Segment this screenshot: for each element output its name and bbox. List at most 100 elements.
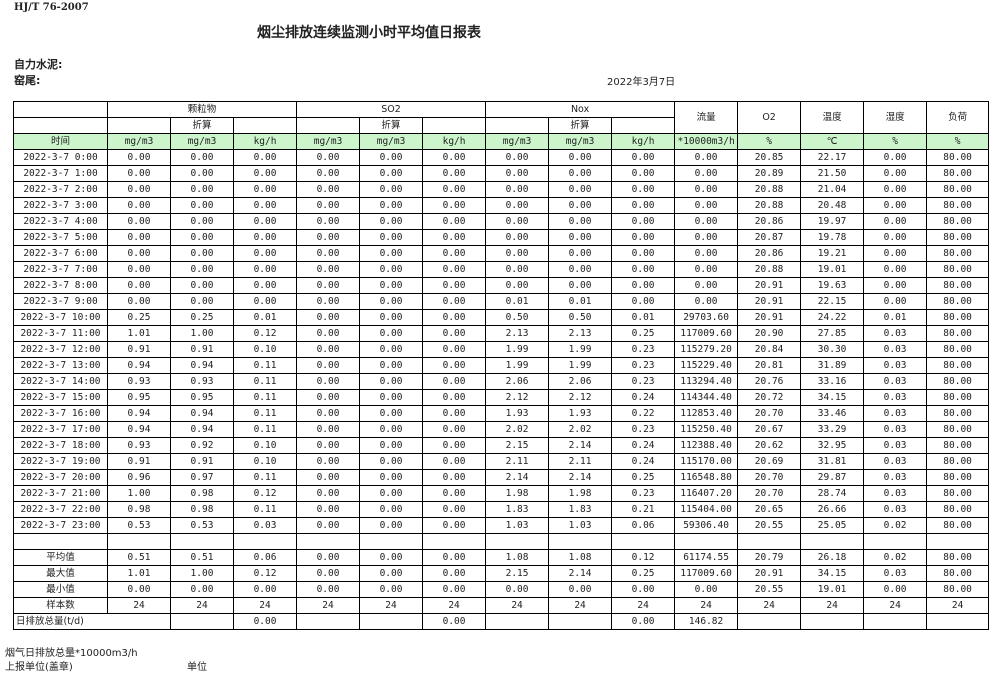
table-cell — [422, 533, 487, 550]
table-cell — [170, 533, 234, 550]
table-cell: 0.00 — [422, 373, 487, 390]
table-cell: 0.00 — [170, 581, 234, 598]
row-label: 2022-3-7 0:00 — [13, 149, 108, 166]
table-cell: 0.00 — [296, 229, 361, 246]
table-cell: 80.00 — [926, 165, 990, 182]
table-cell: 0.00 — [359, 197, 424, 214]
table-cell: 0.00 — [359, 261, 424, 278]
table-cell: 20.62 — [737, 437, 802, 454]
table-cell: 33.29 — [800, 421, 865, 438]
table-cell: 115279.20 — [674, 341, 739, 358]
table-cell: 80.00 — [926, 405, 990, 422]
table-cell: 2.13 — [485, 325, 550, 342]
table-cell: 20.79 — [737, 549, 802, 566]
row-label: 2022-3-7 14:00 — [13, 373, 108, 390]
table-cell: 0.00 — [232, 581, 298, 598]
table-cell: 0.00 — [232, 165, 298, 182]
table-cell: 115250.40 — [674, 421, 739, 438]
group-temp: 温度 — [800, 101, 865, 134]
table-cell: 0.25 — [107, 309, 171, 326]
table-cell: 27.85 — [800, 325, 865, 342]
table-cell: 0.00 — [107, 197, 171, 214]
table-cell — [485, 533, 550, 550]
table-cell: 0.00 — [548, 197, 613, 214]
table-cell: 0.11 — [232, 405, 298, 422]
table-cell: 117009.60 — [674, 325, 739, 342]
table-cell: 20.88 — [737, 261, 802, 278]
table-cell: 0.01 — [232, 309, 298, 326]
table-cell: 0.23 — [611, 485, 676, 502]
report-title: 烟尘排放连续监测小时平均值日报表 — [257, 25, 481, 41]
table-cell — [737, 613, 802, 630]
table-cell — [485, 613, 550, 630]
table-cell: 0.00 — [485, 181, 550, 198]
table-cell: 0.00 — [548, 245, 613, 262]
table-cell: 1.01 — [107, 565, 171, 582]
table-cell: 0.00 — [611, 213, 676, 230]
table-cell: 116407.20 — [674, 485, 739, 502]
blank-cell — [13, 117, 108, 134]
table-cell: 1.00 — [170, 565, 234, 582]
table-cell: 1.01 — [107, 325, 171, 342]
table-cell: 0.00 — [296, 165, 361, 182]
table-cell: 0.98 — [170, 501, 234, 518]
data-row: 2022-3-7 7:00 0.00 0.00 0.00 0.00 0.00 0.00 0.0… — [13, 261, 990, 278]
data-row: 2022-3-7 22:00 0.98 0.98 0.11 0.00 0.00 0.00 1.… — [13, 501, 990, 518]
table-cell: 20.91 — [737, 293, 802, 310]
row-label: 2022-3-7 9:00 — [13, 293, 108, 310]
row-label: 最小值 — [13, 581, 108, 598]
table-cell: 0.00 — [232, 293, 298, 310]
table-cell: 0.00 — [485, 149, 550, 166]
table-cell: 0.00 — [359, 421, 424, 438]
table-cell: 117009.60 — [674, 565, 739, 582]
table-cell — [800, 613, 865, 630]
converted-label: 折算 — [548, 117, 613, 134]
table-cell: 0.00 — [611, 613, 676, 630]
table-cell: 0.00 — [485, 165, 550, 182]
table-cell: 24 — [232, 597, 298, 614]
table-cell: 80.00 — [926, 517, 990, 534]
table-cell: 0.53 — [107, 517, 171, 534]
data-row: 2022-3-7 12:00 0.91 0.91 0.10 0.00 0.00 0.00 1.… — [13, 341, 990, 358]
table-cell: 0.00 — [548, 261, 613, 278]
table-cell: 0.00 — [422, 261, 487, 278]
table-cell: 24.22 — [800, 309, 865, 326]
table-cell: 0.00 — [611, 245, 676, 262]
data-row: 2022-3-7 8:00 0.00 0.00 0.00 0.00 0.00 0.00 0.0… — [13, 277, 990, 294]
table-cell: 0.91 — [107, 341, 171, 358]
table-cell: 22.17 — [800, 149, 865, 166]
blank-cell — [422, 117, 487, 134]
table-cell: 0.00 — [296, 149, 361, 166]
table-cell: 0.00 — [107, 165, 171, 182]
table-cell: 1.99 — [548, 341, 613, 358]
table-cell: 0.00 — [422, 293, 487, 310]
table-cell: 0.00 — [422, 181, 487, 198]
table-cell: 1.99 — [485, 357, 550, 374]
flue-total-note: 烟气日排放总量*10000m3/h — [5, 648, 138, 659]
table-cell: 112388.40 — [674, 437, 739, 454]
blank-cell — [107, 117, 171, 134]
table-cell: 0.11 — [232, 389, 298, 406]
table-cell: 0.00 — [422, 341, 487, 358]
table-cell: 0.12 — [232, 325, 298, 342]
table-cell: 19.01 — [800, 261, 865, 278]
table-cell: 2.13 — [548, 325, 613, 342]
table-cell: 0.00 — [359, 149, 424, 166]
unit-label: 单位 — [187, 662, 207, 673]
stats-row: 最小值 0.00 0.00 0.00 0.00 0.00 0.00 0.00 0.00 0.00 0… — [13, 581, 990, 598]
table-cell: 80.00 — [926, 277, 990, 294]
group-pm: 颗粒物 — [106, 101, 298, 118]
table-cell: 20.89 — [737, 165, 802, 182]
table-cell: 24 — [548, 597, 613, 614]
row-label: 2022-3-7 18:00 — [13, 437, 108, 454]
table-cell: 0.00 — [232, 261, 298, 278]
table-cell: 0.94 — [170, 421, 234, 438]
table-cell: 1.00 — [107, 485, 171, 502]
table-cell: 0.00 — [296, 517, 361, 534]
table-cell: 0.06 — [232, 549, 298, 566]
table-cell: 0.00 — [359, 501, 424, 518]
table-cell: 0.94 — [170, 357, 234, 374]
table-cell: 1.08 — [485, 549, 550, 566]
units-row: 时间 mg/m3 mg/m3 kg/h mg/m3 mg/m3 kg/h mg/m3 mg/m3… — [13, 133, 990, 150]
table-cell: 0.00 — [674, 245, 739, 262]
